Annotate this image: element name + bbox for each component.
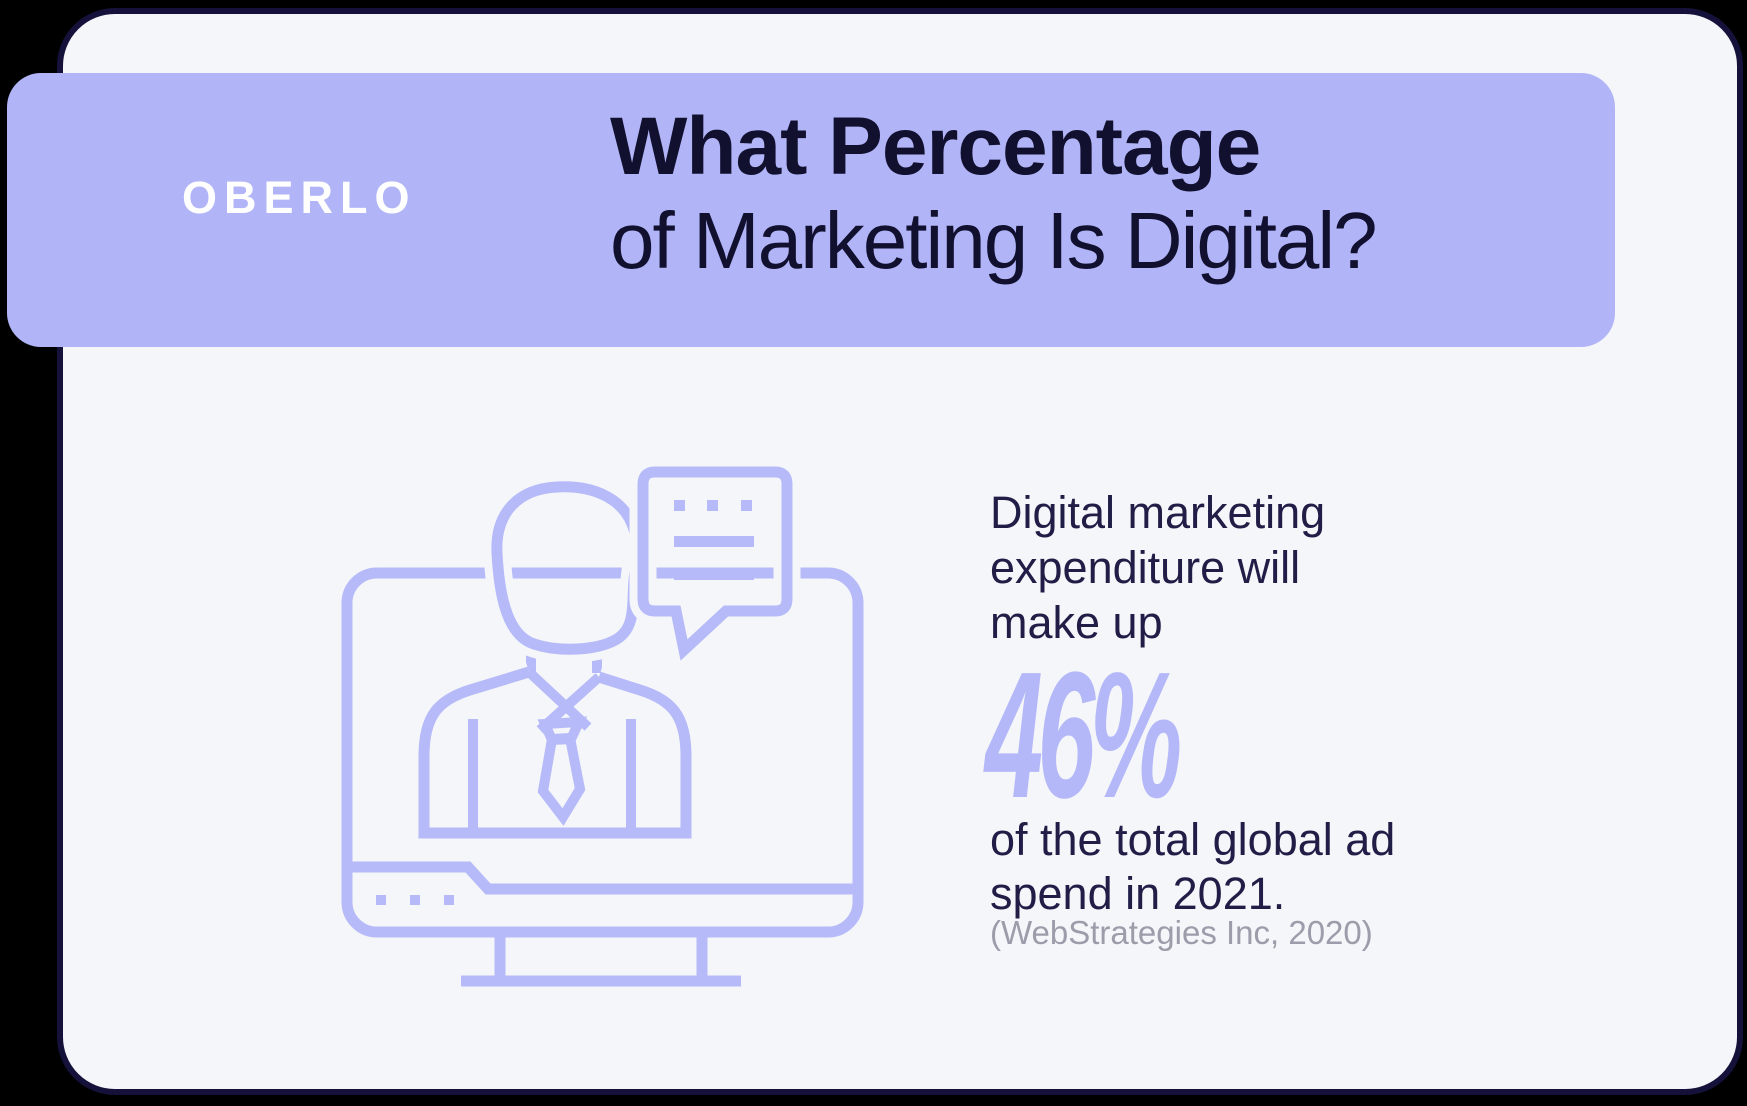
stat-value: 46%: [985, 635, 1182, 836]
person-on-monitor-illustration: [341, 458, 864, 987]
page-title: What Percentage of Marketing Is Digital?: [610, 100, 1378, 288]
stat-intro-text: Digital marketing expenditure will make …: [990, 487, 1326, 648]
stat-source-citation: (WebStrategies Inc, 2020): [990, 914, 1373, 951]
monitor-dots-icon: [376, 895, 454, 905]
oberlo-logo: OBERLO: [182, 172, 417, 223]
speech-bubble-icon: [629, 458, 801, 677]
monitor-icon: [341, 567, 864, 987]
header-banner: [7, 73, 1615, 347]
page-title-line1: What Percentage: [610, 101, 1261, 192]
page-title-line2: of Marketing Is Digital?: [610, 196, 1378, 285]
stat-outro-text: of the total global ad spend in 2021.: [990, 814, 1396, 919]
